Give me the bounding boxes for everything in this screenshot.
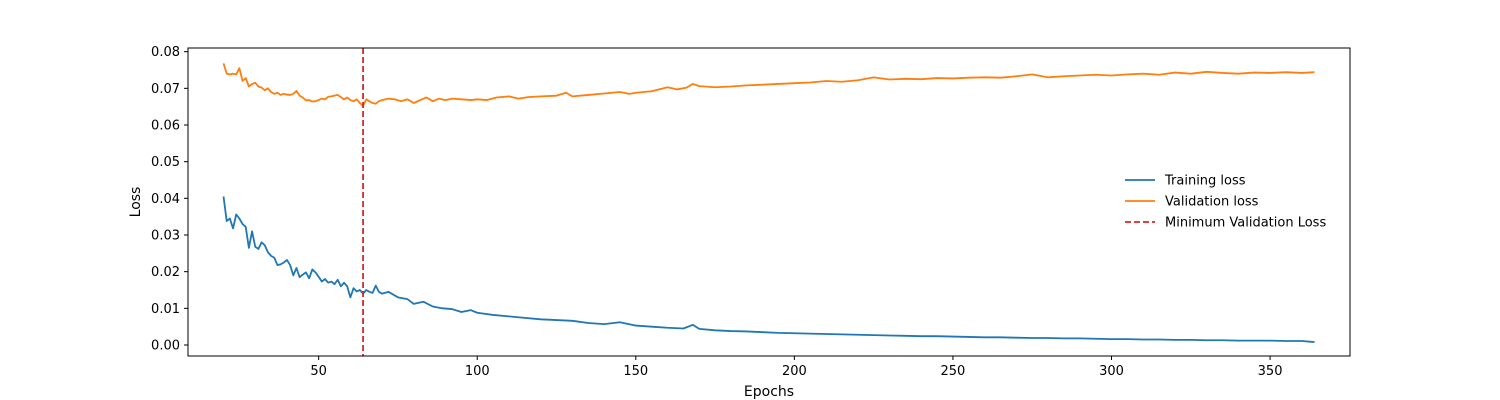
y-tick-label: 0.07 xyxy=(151,82,180,97)
axes-frame xyxy=(187,47,1351,357)
x-tick-label: 100 xyxy=(465,364,490,379)
y-tick-label: 0.01 xyxy=(151,302,180,317)
x-tick-label: 150 xyxy=(623,364,648,379)
legend-label: Validation loss xyxy=(1165,195,1259,210)
y-tick-label: 0.00 xyxy=(151,339,180,354)
y-tick-label: 0.06 xyxy=(151,119,180,134)
legend-label: Training loss xyxy=(1164,174,1246,189)
x-tick-label: 250 xyxy=(941,364,966,379)
y-tick-label: 0.03 xyxy=(151,229,180,244)
series-line-0 xyxy=(222,196,1315,343)
legend-label: Minimum Validation Loss xyxy=(1165,216,1326,231)
x-tick-label: 50 xyxy=(310,364,327,379)
x-tick-label: 350 xyxy=(1258,364,1283,379)
y-tick-label: 0.08 xyxy=(151,45,180,60)
y-tick-label: 0.05 xyxy=(151,155,180,170)
y-tick-label: 0.04 xyxy=(151,192,180,207)
plot-area: 50 100 150 200 250 300 350 0.00 0.01 0.02 0.03 0.04… xyxy=(151,45,1351,379)
x-tick-label: 200 xyxy=(782,364,807,379)
x-axis-label: Epochs xyxy=(744,384,794,400)
x-tick-label: 300 xyxy=(1099,364,1124,379)
y-axis-label: Loss xyxy=(128,187,144,218)
legend: Training loss Validation loss Minimum Vali… xyxy=(1125,174,1326,231)
series-line-1 xyxy=(222,63,1315,107)
y-tick-label: 0.02 xyxy=(151,265,180,280)
